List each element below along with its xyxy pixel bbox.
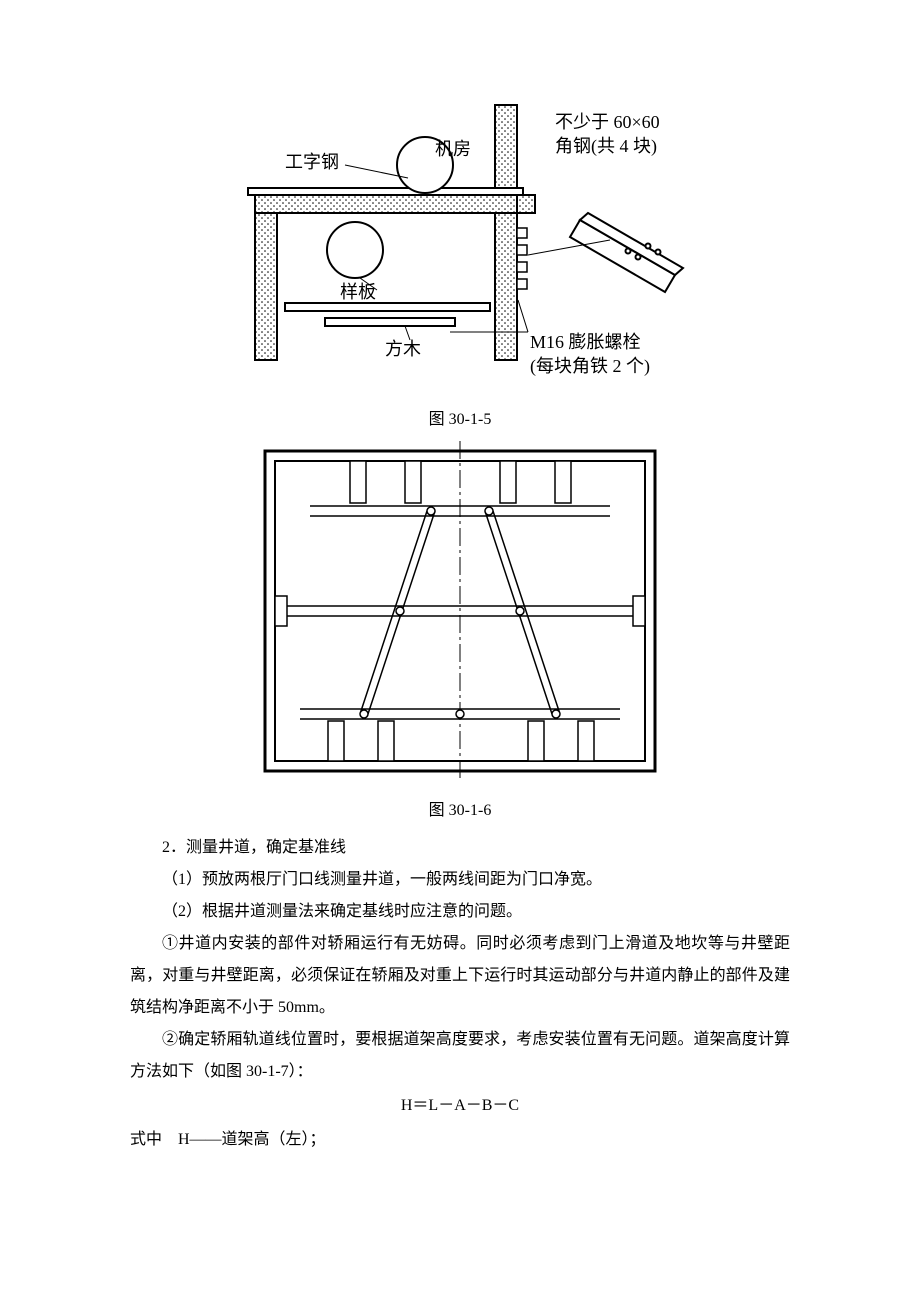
figure-30-1-6-svg (250, 441, 670, 786)
figure-30-1-6 (130, 441, 790, 786)
item-1: （1）预放两根厅门口线测量井道，一般两线间距为门口净宽。 (130, 864, 790, 896)
figure-30-1-5-svg: 工字钢 机房 不少于 60×60 角钢(共 4 块) 样板 方木 M16 膨胀螺… (210, 100, 710, 395)
figure-30-1-5: 工字钢 机房 不少于 60×60 角钢(共 4 块) 样板 方木 M16 膨胀螺… (130, 100, 790, 395)
para-1: ①井道内安装的部件对轿厢运行有无妨碍。同时必须考虑到门上滑道及地坎等与井壁距离，… (130, 928, 790, 1024)
item-2: （2）根据井道测量法来确定基线时应注意的问题。 (130, 896, 790, 928)
label-angle-steel-1: 不少于 60×60 (555, 112, 660, 132)
label-bolt-2: (每块角铁 2 个) (530, 356, 650, 377)
label-machine-room: 机房 (435, 139, 471, 159)
figure-30-1-6-caption: 图 30-1-6 (130, 796, 790, 820)
label-angle-steel-2: 角钢(共 4 块) (555, 136, 657, 157)
figure-30-1-5-caption: 图 30-1-5 (130, 405, 790, 429)
section-title: 2．测量井道，确定基准线 (130, 832, 790, 864)
formula: H＝L－A－B－C (130, 1090, 790, 1122)
para-2: ②确定轿厢轨道线位置时，要根据道架高度要求，考虑安装位置有无问题。道架高度计算方… (130, 1024, 790, 1088)
label-square-wood: 方木 (385, 339, 421, 359)
label-bolt-1: M16 膨胀螺栓 (530, 332, 641, 352)
definition: 式中 H——道架高（左）； (130, 1124, 790, 1156)
label-i-beam: 工字钢 (285, 152, 339, 172)
